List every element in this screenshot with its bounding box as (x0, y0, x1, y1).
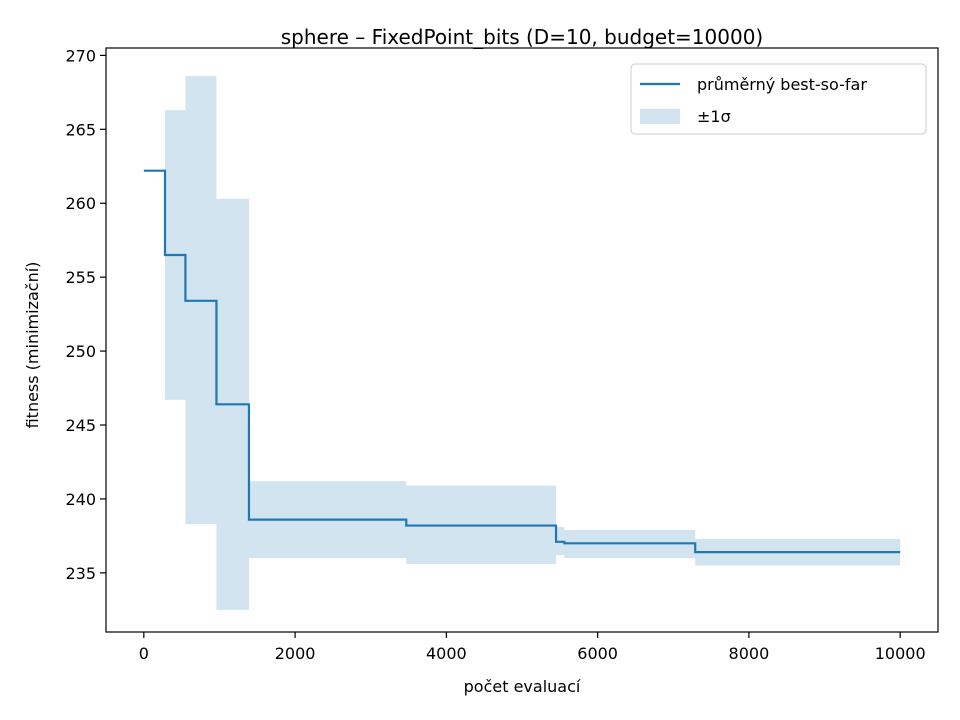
y-tick-label: 255 (65, 268, 96, 287)
std-band-layer (165, 76, 901, 610)
x-tick-label: 0 (139, 644, 149, 663)
x-tick-label: 6000 (577, 644, 618, 663)
x-axis-label: počet evaluací (464, 677, 581, 696)
y-tick-label: 265 (65, 120, 96, 139)
y-tick-label: 240 (65, 490, 96, 509)
x-tick-label: 4000 (426, 644, 467, 663)
mean-best-so-far-line (143, 169, 901, 554)
chart-title: sphere – FixedPoint_bits (D=10, budget=1… (281, 25, 763, 49)
x-tick-label: 2000 (275, 644, 316, 663)
y-tick-label: 245 (65, 416, 96, 435)
x-tick-label: 8000 (729, 644, 770, 663)
plot-frame (105, 47, 939, 633)
x-axis: 0 2000 4000 6000 8000 10000 (139, 632, 926, 663)
y-tick-label: 260 (65, 194, 96, 213)
y-axis: 235 240 245 250 255 260 265 270 (65, 46, 106, 583)
std-band (165, 76, 901, 610)
y-axis-label: fitness (minimizační) (23, 262, 42, 429)
legend-band-swatch (640, 109, 680, 124)
y-tick-label: 250 (65, 342, 96, 361)
legend-label-band: ±1σ (697, 107, 731, 126)
legend: průměrný best-so-far ±1σ (630, 63, 927, 135)
y-tick-label: 235 (65, 564, 96, 583)
y-tick-label: 270 (65, 46, 96, 65)
x-tick-label: 10000 (875, 644, 926, 663)
legend-box (630, 63, 927, 135)
mean-line-layer (143, 169, 901, 554)
legend-label-mean: průměrný best-so-far (697, 75, 867, 94)
